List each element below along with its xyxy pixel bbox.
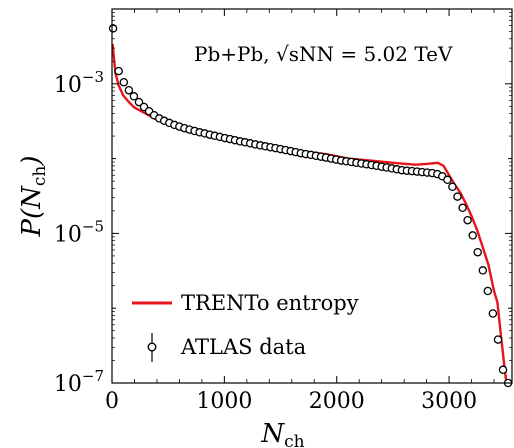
series-layer [108,24,513,388]
x-tick-label: 0 [105,389,119,414]
plot-frame [111,8,513,384]
x-tick-label: 2000 [309,389,365,414]
ticks-layer: 0 1000 2000 3000 10−7 10−5 10−3 [54,9,512,414]
data-point-atlas [488,309,498,318]
data-point-atlas [124,85,134,95]
data-point-atlas [108,24,118,33]
data-point-atlas [498,365,508,375]
data-point-atlas [478,266,488,275]
y-tick-label: 10−3 [54,68,104,98]
data-point-atlas [458,203,467,213]
data-point-atlas [473,247,482,257]
data-point-atlas [453,192,462,201]
data-point-atlas [134,97,144,107]
legend-label-atlas: ATLAS data [180,335,306,359]
y-axis-title: P(Nch) [17,155,50,237]
data-point-atlas [483,286,493,296]
y-tick-label: 10−7 [54,367,104,397]
data-point-atlas [493,335,503,344]
x-tick-label: 1000 [196,389,252,414]
y-tick-label: 10−5 [54,217,104,247]
legend: TRENTo entropy ATLAS data [132,291,359,362]
data-point-atlas [448,182,457,192]
series-line-trento [111,43,508,384]
data-point-atlas [468,231,477,240]
data-point-atlas [114,66,123,76]
data-point-atlas [463,215,472,225]
data-point-atlas [443,175,452,185]
legend-label-trento: TRENTo entropy [181,291,359,315]
data-point-atlas [119,77,129,87]
annotation: Pb+Pb, √sNN = 5.02 TeV [194,42,453,66]
x-tick-label: 3000 [421,389,477,414]
legend-marker-atlas [147,342,157,352]
x-axis-title: Nch [260,419,304,448]
data-point-atlas [129,92,139,101]
